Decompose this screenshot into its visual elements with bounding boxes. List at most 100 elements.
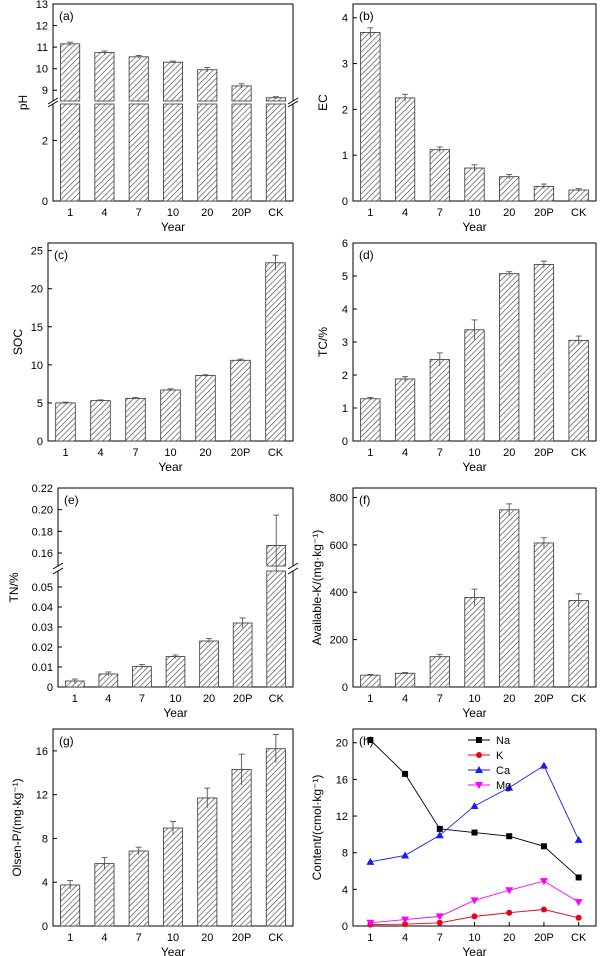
bar-e [165, 656, 186, 688]
y-tick-label-e: 0.02 [32, 642, 53, 654]
point-k [575, 914, 582, 921]
y-tick-label-a: 0 [42, 196, 48, 208]
bar-b [464, 167, 485, 202]
y-tick-label-d: 0 [342, 436, 348, 448]
y-tick-label-e: 0.20 [32, 505, 53, 517]
y-tick-label-a: 9 [42, 85, 48, 97]
y-tick-label-e: 0.03 [32, 622, 53, 634]
legend-label-k: K [496, 750, 504, 762]
x-tick-label-d: CK [571, 447, 587, 459]
bar-c [90, 400, 111, 442]
panel-label-e: (e) [64, 493, 79, 507]
bar-g [265, 748, 286, 927]
y-tick-label-d: 2 [342, 370, 348, 382]
axis-break-mark-e [52, 562, 64, 570]
x-axis-title-c: Year [158, 460, 182, 474]
y-tick-label-f: 0 [342, 682, 348, 694]
point-na [575, 874, 582, 881]
y-tick-label-g: 12 [36, 790, 48, 802]
point-mg [401, 916, 410, 924]
x-tick-label-g: 7 [136, 932, 142, 944]
legend-marker-na [476, 737, 482, 743]
x-tick-label-h: 4 [402, 932, 408, 944]
bar-a [128, 103, 149, 202]
y-axis-title-a: pH [16, 95, 30, 110]
bar-a [231, 103, 252, 202]
y-tick-label-f: 600 [330, 540, 348, 552]
bar-a [60, 103, 81, 202]
y-tick-label-c: 10 [31, 360, 43, 372]
bar-a [197, 103, 218, 202]
y-tick-label-g: 4 [42, 877, 48, 889]
x-axis-title-f: Year [462, 706, 486, 720]
bar-b [568, 189, 589, 202]
x-tick-label-f: 7 [437, 693, 443, 705]
x-tick-label-c: 20 [199, 447, 211, 459]
bar-e [132, 666, 152, 688]
x-tick-label-a: 1 [67, 207, 73, 219]
point-k [506, 909, 513, 916]
axis-break-mark-a [47, 97, 59, 105]
x-tick-label-f: 20 [503, 693, 515, 705]
bar-d [499, 273, 520, 442]
x-tick-label-e: 20 [203, 693, 215, 705]
axis-break-gap-a [47, 100, 299, 105]
y-tick-label-f: 800 [330, 492, 348, 504]
bar-d [464, 329, 485, 442]
x-tick-label-b: 1 [367, 207, 373, 219]
x-tick-label-b: CK [571, 207, 587, 219]
bar-a [60, 43, 81, 102]
legend-label-mg: Mg [496, 780, 511, 792]
x-tick-label-d: 20 [503, 447, 515, 459]
x-tick-label-h: 1 [367, 932, 373, 944]
axis-break-mark-a [47, 100, 59, 108]
x-tick-label-g: 20 [201, 932, 213, 944]
legend-marker-ca [475, 766, 483, 773]
x-tick-label-d: 4 [402, 447, 408, 459]
point-na [402, 770, 409, 777]
axis-break-mark-e [287, 562, 299, 570]
point-na [367, 736, 374, 743]
y-tick-label-a: 13 [36, 0, 48, 11]
x-tick-label-g: 10 [167, 932, 179, 944]
x-tick-label-e: 20P [233, 693, 253, 705]
x-tick-label-b: 7 [437, 207, 443, 219]
axis-break-mark-e [52, 567, 64, 575]
y-tick-label-f: 400 [330, 587, 348, 599]
point-ca [401, 851, 410, 859]
bar-f [464, 597, 485, 688]
bar-a [128, 56, 149, 102]
bar-g [60, 884, 81, 927]
bar-a [94, 52, 115, 102]
series-line-ca [370, 764, 580, 863]
x-axis-title-h: Year [462, 945, 486, 956]
x-tick-label-c: 20P [231, 447, 251, 459]
bar-e [266, 570, 287, 688]
bar-g [94, 863, 115, 927]
x-tick-label-a: 20P [232, 207, 252, 219]
bar-g [197, 797, 218, 927]
bar-b [360, 32, 381, 202]
x-tick-label-h: 10 [468, 932, 480, 944]
x-tick-label-d: 7 [437, 447, 443, 459]
panel-label-g: (g) [59, 734, 74, 748]
y-axis-title-e: TN/% [7, 572, 21, 602]
legend-marker-mg [475, 782, 483, 789]
y-axis-title-d: TC/% [316, 327, 330, 357]
legend-marker-k [476, 752, 482, 758]
point-k [471, 913, 478, 920]
y-tick-label-e: 0.22 [32, 483, 53, 495]
bar-f [429, 656, 450, 688]
point-ca [574, 835, 583, 843]
bar-c [125, 397, 146, 442]
point-na [436, 825, 443, 832]
y-tick-label-a: 10 [36, 64, 48, 76]
x-tick-label-f: 10 [468, 693, 480, 705]
x-tick-label-c: 1 [62, 447, 68, 459]
point-na [471, 829, 478, 836]
x-axis-title-g: Year [161, 945, 185, 956]
x-tick-label-a: 20 [201, 207, 213, 219]
x-tick-label-c: 4 [97, 447, 103, 459]
x-tick-label-b: 20P [534, 207, 554, 219]
y-tick-label-h: 20 [336, 738, 348, 750]
